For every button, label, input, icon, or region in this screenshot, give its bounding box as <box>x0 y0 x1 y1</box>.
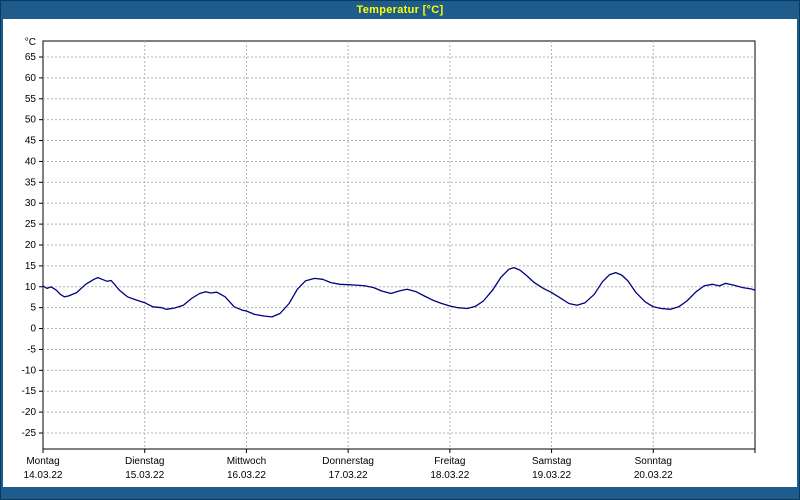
y-tick-label: 10 <box>25 282 37 293</box>
y-tick-label: 30 <box>25 198 37 209</box>
temperature-chart: 65605550454035302520151050-5-10-15-20-25… <box>22 37 756 481</box>
x-day-name-label: Mittwoch <box>227 456 266 467</box>
y-tick-label: 45 <box>25 136 37 147</box>
y-axis-unit-label: °C <box>25 37 36 48</box>
bottom-bar <box>1 487 799 499</box>
y-tick-label: 15 <box>25 261 37 272</box>
x-day-name-label: Donnerstag <box>322 456 374 467</box>
y-tick-label: -15 <box>22 386 37 397</box>
x-day-date-label: 18.03.22 <box>430 470 469 481</box>
grid-lines <box>39 41 756 453</box>
y-tick-label: 35 <box>25 177 37 188</box>
x-day-date-label: 14.03.22 <box>24 470 63 481</box>
window-title: Temperatur [°C] <box>356 4 444 16</box>
y-tick-label: 5 <box>30 303 36 314</box>
x-day-date-label: 16.03.22 <box>227 470 266 481</box>
y-tick-label: -10 <box>22 365 37 376</box>
x-day-date-label: 20.03.22 <box>634 470 673 481</box>
x-axis-labels: Montag 14.03.22 Dienstag 15.03.22 Mittwoch 16… <box>24 456 674 481</box>
y-tick-label: -25 <box>22 428 37 439</box>
y-tick-label: 65 <box>25 52 37 63</box>
x-day-name-label: Samstag <box>532 456 571 467</box>
x-day-date-label: 15.03.22 <box>125 470 164 481</box>
y-tick-label: 0 <box>30 324 36 335</box>
title-bar: Temperatur [°C] <box>1 1 799 19</box>
y-tick-label: -20 <box>22 407 37 418</box>
x-day-name-label: Dienstag <box>125 456 164 467</box>
x-day-name-label: Montag <box>26 456 59 467</box>
y-tick-label: 20 <box>25 240 37 251</box>
x-day-name-label: Freitag <box>434 456 465 467</box>
chart-area: 65 60 55 50 45 40 35 30 25 20 15 10 5 0 -5 -10 -15 -20 -25… <box>1 19 799 487</box>
y-tick-label: 50 <box>25 115 37 126</box>
y-tick-label: 25 <box>25 219 37 230</box>
temperature-line <box>42 266 756 318</box>
x-day-date-label: 19.03.22 <box>532 470 571 481</box>
y-tick-label: -5 <box>27 344 36 355</box>
x-day-name-label: Sonntag <box>635 456 672 467</box>
y-tick-label: 40 <box>25 156 37 167</box>
x-day-date-label: 17.03.22 <box>329 470 368 481</box>
y-tick-label: 60 <box>25 73 37 84</box>
y-tick-label: 55 <box>25 94 37 105</box>
y-axis-labels: 65605550454035302520151050-5-10-15-20-25… <box>22 37 37 439</box>
